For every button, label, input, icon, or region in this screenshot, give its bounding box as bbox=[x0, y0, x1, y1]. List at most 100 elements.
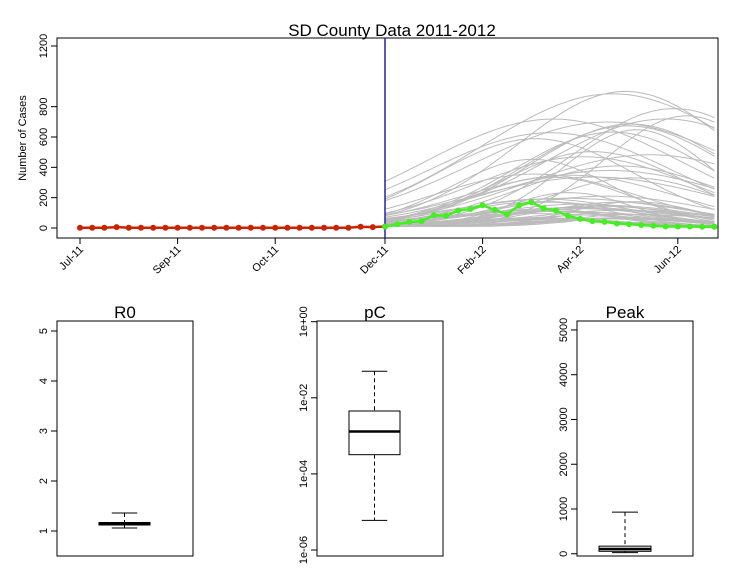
r0-title: R0 bbox=[114, 303, 136, 322]
fit-point-18 bbox=[296, 224, 303, 231]
simulation-curve-54 bbox=[384, 174, 715, 217]
main-y-tick-label-5: 1200 bbox=[38, 34, 50, 58]
peak-boxplot: Peak 0 1000 2000 3000 4000 5000 bbox=[558, 303, 694, 557]
forecast-point-0 bbox=[382, 223, 388, 230]
simulation-curve-59 bbox=[384, 217, 715, 227]
fit-point-17 bbox=[284, 224, 291, 231]
simulation-curve-31 bbox=[384, 93, 715, 198]
forecast-point-8 bbox=[479, 202, 486, 209]
forecast-point-22 bbox=[650, 222, 657, 229]
peak-y-tick-label-4: 4000 bbox=[558, 362, 570, 386]
forecast-point-20 bbox=[626, 221, 632, 228]
main-y-axis-label: Number of Cases bbox=[17, 95, 29, 181]
main-panel: 0 200 400 600 800 1200 Jul-11 Sep-11 Oct-11 Dec-… bbox=[17, 21, 719, 277]
simulation-curve-42 bbox=[385, 218, 715, 227]
peak-y-tick-label-0: 0 bbox=[558, 551, 570, 557]
forecast-point-1 bbox=[394, 221, 401, 228]
main-y-tick-label-2: 400 bbox=[38, 158, 50, 176]
forecast-point-3 bbox=[418, 218, 425, 225]
observed-fit-series bbox=[77, 223, 388, 231]
simulation-curve-55 bbox=[384, 151, 715, 222]
forecast-point-13 bbox=[540, 205, 547, 212]
forecast-point-25 bbox=[687, 223, 693, 230]
simulation-curve-44 bbox=[384, 90, 715, 216]
forecast-point-24 bbox=[674, 223, 681, 230]
pc-y-tick-label-0: 1e-06 bbox=[298, 536, 310, 564]
main-x-axis: Jul-11 Sep-11 Oct-11 Dec-11 Feb-12 Apr-12 Jun-… bbox=[57, 238, 684, 277]
forecast-point-17 bbox=[589, 218, 596, 225]
main-y-tick-label-4: 800 bbox=[38, 97, 50, 115]
main-y-tick-label-0: 0 bbox=[38, 225, 50, 231]
peak-title: Peak bbox=[606, 303, 645, 322]
fit-point-0 bbox=[77, 224, 83, 231]
main-x-tick-label-6: Jun-12 bbox=[652, 244, 684, 276]
forecast-point-15 bbox=[565, 212, 571, 219]
forecast-point-2 bbox=[406, 218, 413, 225]
fit-point-9 bbox=[186, 224, 193, 231]
simulation-curve-19 bbox=[384, 176, 715, 216]
main-x-tick-label-1: Sep-11 bbox=[151, 244, 184, 277]
simulation-curve-52 bbox=[384, 177, 715, 227]
peak-y-tick-label-2: 2000 bbox=[558, 452, 570, 476]
r0-y-tick-label-4: 5 bbox=[38, 328, 50, 334]
fit-point-19 bbox=[308, 224, 315, 231]
forecast-point-27 bbox=[711, 223, 718, 230]
simulation-curve-56 bbox=[384, 129, 715, 227]
fit-point-24 bbox=[369, 224, 376, 231]
r0-y-tick-label-1: 2 bbox=[38, 478, 50, 484]
simulation-lines bbox=[384, 90, 715, 227]
pc-title: pC bbox=[364, 303, 386, 322]
r0-boxplot: R0 1 2 3 4 5 bbox=[38, 303, 194, 557]
peak-y-tick-label-5: 5000 bbox=[558, 318, 570, 342]
forecast-point-11 bbox=[516, 202, 523, 209]
simulation-curve-25 bbox=[384, 131, 715, 221]
main-chart-title: SD County Data 2011-2012 bbox=[288, 21, 496, 40]
simulation-curve-16 bbox=[384, 158, 715, 223]
fit-point-6 bbox=[150, 224, 157, 231]
fit-point-23 bbox=[357, 223, 364, 230]
fit-point-10 bbox=[199, 224, 205, 231]
main-x-tick-label-3: Dec-11 bbox=[358, 244, 391, 277]
forecast-point-14 bbox=[552, 207, 559, 214]
fit-point-15 bbox=[260, 224, 266, 231]
main-x-tick-label-4: Feb-12 bbox=[456, 244, 489, 277]
r0-y-tick-label-3: 4 bbox=[38, 378, 50, 384]
r0-y-tick-label-0: 1 bbox=[38, 528, 50, 534]
main-y-tick-label-3: 600 bbox=[38, 128, 50, 146]
forecast-point-6 bbox=[455, 207, 462, 214]
main-x-tick-label-5: Apr-12 bbox=[554, 244, 586, 276]
forecast-point-18 bbox=[601, 218, 608, 225]
simulation-curve-15 bbox=[384, 201, 715, 226]
peak-y-tick-label-1: 1000 bbox=[558, 497, 570, 521]
r0-y-tick-label-2: 3 bbox=[38, 428, 50, 434]
peak-plot-frame bbox=[576, 320, 694, 557]
simulation-curve-29 bbox=[384, 132, 715, 191]
simulation-curve-50 bbox=[384, 195, 715, 225]
forecast-line bbox=[384, 200, 715, 229]
pc-plot-frame bbox=[316, 320, 444, 557]
main-plot-frame bbox=[56, 37, 719, 239]
fit-point-1 bbox=[89, 224, 96, 231]
forecast-point-4 bbox=[430, 212, 437, 219]
main-y-tick-label-1: 200 bbox=[38, 188, 50, 206]
forecast-point-12 bbox=[528, 199, 535, 206]
fit-point-4 bbox=[125, 224, 132, 231]
main-x-tick-label-2: Oct-11 bbox=[250, 244, 281, 275]
fit-point-8 bbox=[174, 224, 181, 231]
fit-point-7 bbox=[162, 224, 169, 231]
r0-plot-frame bbox=[56, 320, 194, 557]
fit-point-13 bbox=[235, 224, 242, 231]
pc-y-tick-label-1: 1e-04 bbox=[298, 460, 310, 488]
simulation-curve-48 bbox=[384, 123, 715, 222]
pc-box bbox=[348, 410, 401, 456]
pc-y-tick-label-2: 1e-02 bbox=[298, 384, 310, 412]
simulation-curve-58 bbox=[384, 173, 715, 217]
observed-forecast-series bbox=[382, 199, 718, 230]
fit-point-14 bbox=[247, 224, 254, 231]
fit-line bbox=[80, 225, 386, 229]
forecast-point-19 bbox=[613, 220, 620, 227]
simulation-curve-51 bbox=[384, 121, 715, 202]
forecast-point-7 bbox=[467, 206, 474, 213]
peak-y-tick-label-3: 3000 bbox=[558, 407, 570, 431]
